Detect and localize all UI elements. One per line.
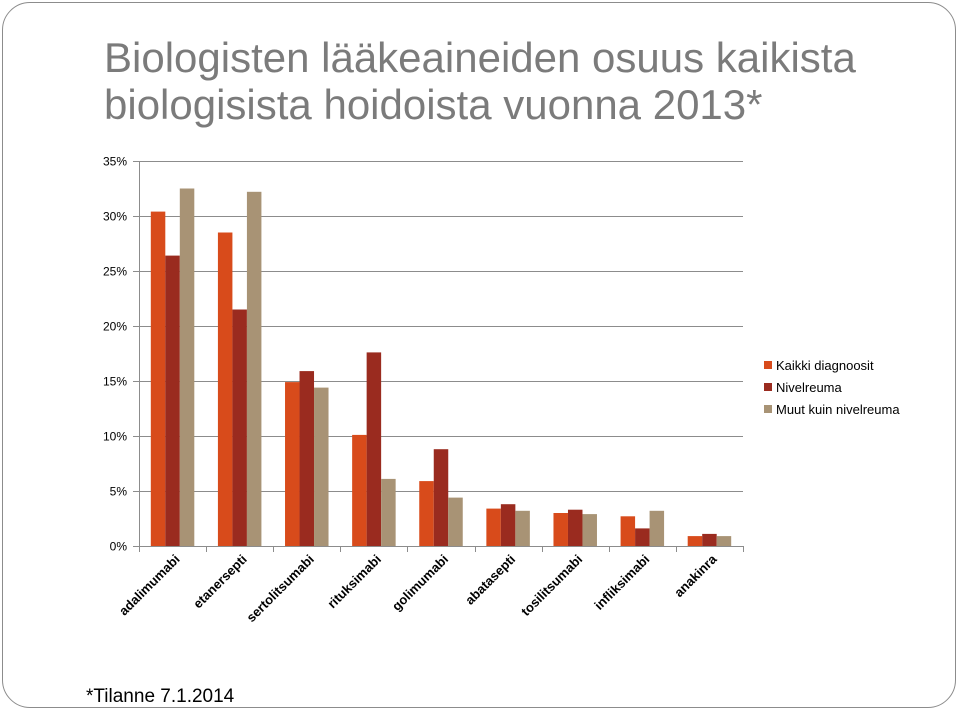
bar-anakinra-1 [702, 533, 717, 546]
x-category-label: golimumabi [389, 552, 451, 614]
bar-etanersepti-1 [232, 309, 247, 546]
bar-abatasepti-0 [486, 508, 501, 546]
bar-anakinra-2 [716, 536, 732, 546]
x-category-label: adalimumabi [116, 552, 183, 619]
x-category-label: etanersepti [190, 552, 250, 612]
page-title: Biologisten lääkeaineiden osuus kaikista… [104, 34, 856, 128]
bar-anakinra-0 [687, 536, 703, 546]
title-line-1: Biologisten lääkeaineiden osuus kaikista [104, 34, 856, 81]
bar-abatasepti-2 [515, 510, 530, 546]
x-category-label: anakinra [671, 551, 720, 600]
legend-label: Muut kuin nivelreuma [776, 402, 900, 417]
footnote: *Tilanne 7.1.2014 [86, 686, 235, 707]
legend-label: Nivelreuma [776, 380, 843, 395]
y-tick-label: 20% [103, 320, 127, 334]
legend-label: Kaikki diagnoosit [776, 358, 874, 373]
bar-adalimumabi-1 [165, 255, 180, 546]
bar-tosilitsumabi-1 [567, 509, 583, 546]
y-tick-label: 5% [110, 485, 128, 499]
y-tick-label: 35% [103, 155, 127, 169]
x-category-label: tosilitsumabi [518, 552, 585, 619]
bar-sertolitsumabi-0 [285, 382, 300, 546]
bar-tosilitsumabi-0 [553, 513, 568, 546]
y-axis-ticks: 0% 5% 10% 15% 20% 25% 30% 35% [103, 155, 127, 554]
x-category-label: abatasepti [462, 552, 518, 608]
x-category-label: rituksimabi [324, 552, 384, 612]
bar-golimumabi-0 [419, 481, 434, 546]
y-tick-label: 15% [103, 375, 127, 389]
bar-rituksimabi-0 [352, 434, 367, 546]
bars [150, 188, 732, 547]
bar-etanersepti-2 [246, 191, 262, 547]
bar-abatasepti-1 [500, 504, 516, 546]
x-category-label: sertolitsumabi [243, 552, 316, 625]
bar-infliksimabi-0 [620, 516, 636, 546]
x-category-label: infliksimabi [591, 552, 652, 613]
y-tick-label: 10% [103, 430, 127, 444]
legend-swatch [764, 405, 772, 413]
y-tick-label: 30% [103, 210, 127, 224]
y-tick-label: 0% [110, 540, 128, 554]
bar-adalimumabi-2 [179, 188, 195, 546]
bar-infliksimabi-2 [649, 510, 665, 546]
bar-rituksimabi-1 [366, 352, 382, 546]
bar-etanersepti-0 [217, 232, 233, 546]
bar-golimumabi-2 [448, 497, 463, 546]
bar-infliksimabi-1 [635, 528, 650, 546]
legend: Kaikki diagnoosit Nivelreuma Muut kuin niv… [764, 358, 900, 417]
bar-rituksimabi-2 [381, 478, 396, 546]
x-axis [139, 161, 744, 552]
bar-adalimumabi-0 [150, 211, 166, 546]
bar-sertolitsumabi-1 [299, 371, 315, 546]
y-tick-label: 25% [103, 265, 127, 279]
legend-swatch [764, 361, 772, 369]
bar-tosilitsumabi-2 [582, 514, 597, 546]
title-line-2: biologisista hoidoista vuonna 2013* [104, 81, 763, 128]
bar-sertolitsumabi-2 [314, 387, 329, 546]
bar-golimumabi-1 [433, 449, 449, 546]
legend-swatch [764, 383, 772, 391]
